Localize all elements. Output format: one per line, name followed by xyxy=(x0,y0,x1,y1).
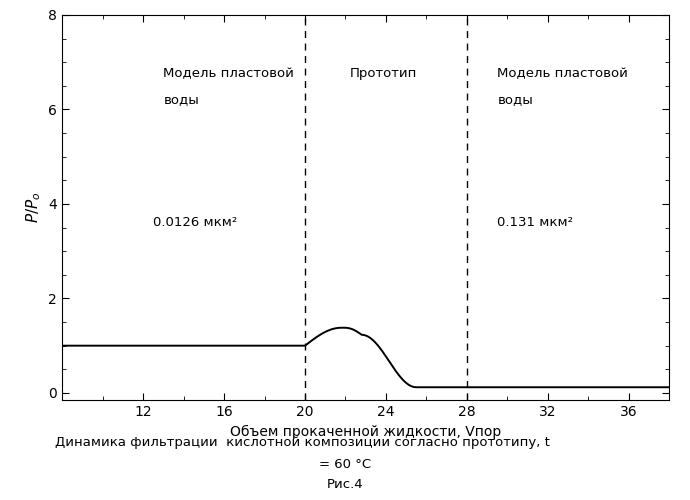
Text: Прототип: Прототип xyxy=(350,67,417,80)
Text: Модель пластовой: Модель пластовой xyxy=(497,67,628,80)
Text: Модель пластовой: Модель пластовой xyxy=(164,67,294,80)
Y-axis label: $P/P_o$: $P/P_o$ xyxy=(24,192,43,224)
X-axis label: Объем прокаченной жидкости, Vпор: Объем прокаченной жидкости, Vпор xyxy=(230,424,502,438)
Text: Динамика фильтрации  кислотной композиции согласно прототипу, t: Динамика фильтрации кислотной композиции… xyxy=(55,436,550,449)
Text: воды: воды xyxy=(497,93,533,106)
Text: 0.0126 мкм²: 0.0126 мкм² xyxy=(153,216,237,230)
Text: Рис.4: Рис.4 xyxy=(326,478,364,492)
Text: 0.131 мкм²: 0.131 мкм² xyxy=(497,216,573,230)
Text: = 60 °C: = 60 °C xyxy=(319,458,371,470)
Text: воды: воды xyxy=(164,93,199,106)
